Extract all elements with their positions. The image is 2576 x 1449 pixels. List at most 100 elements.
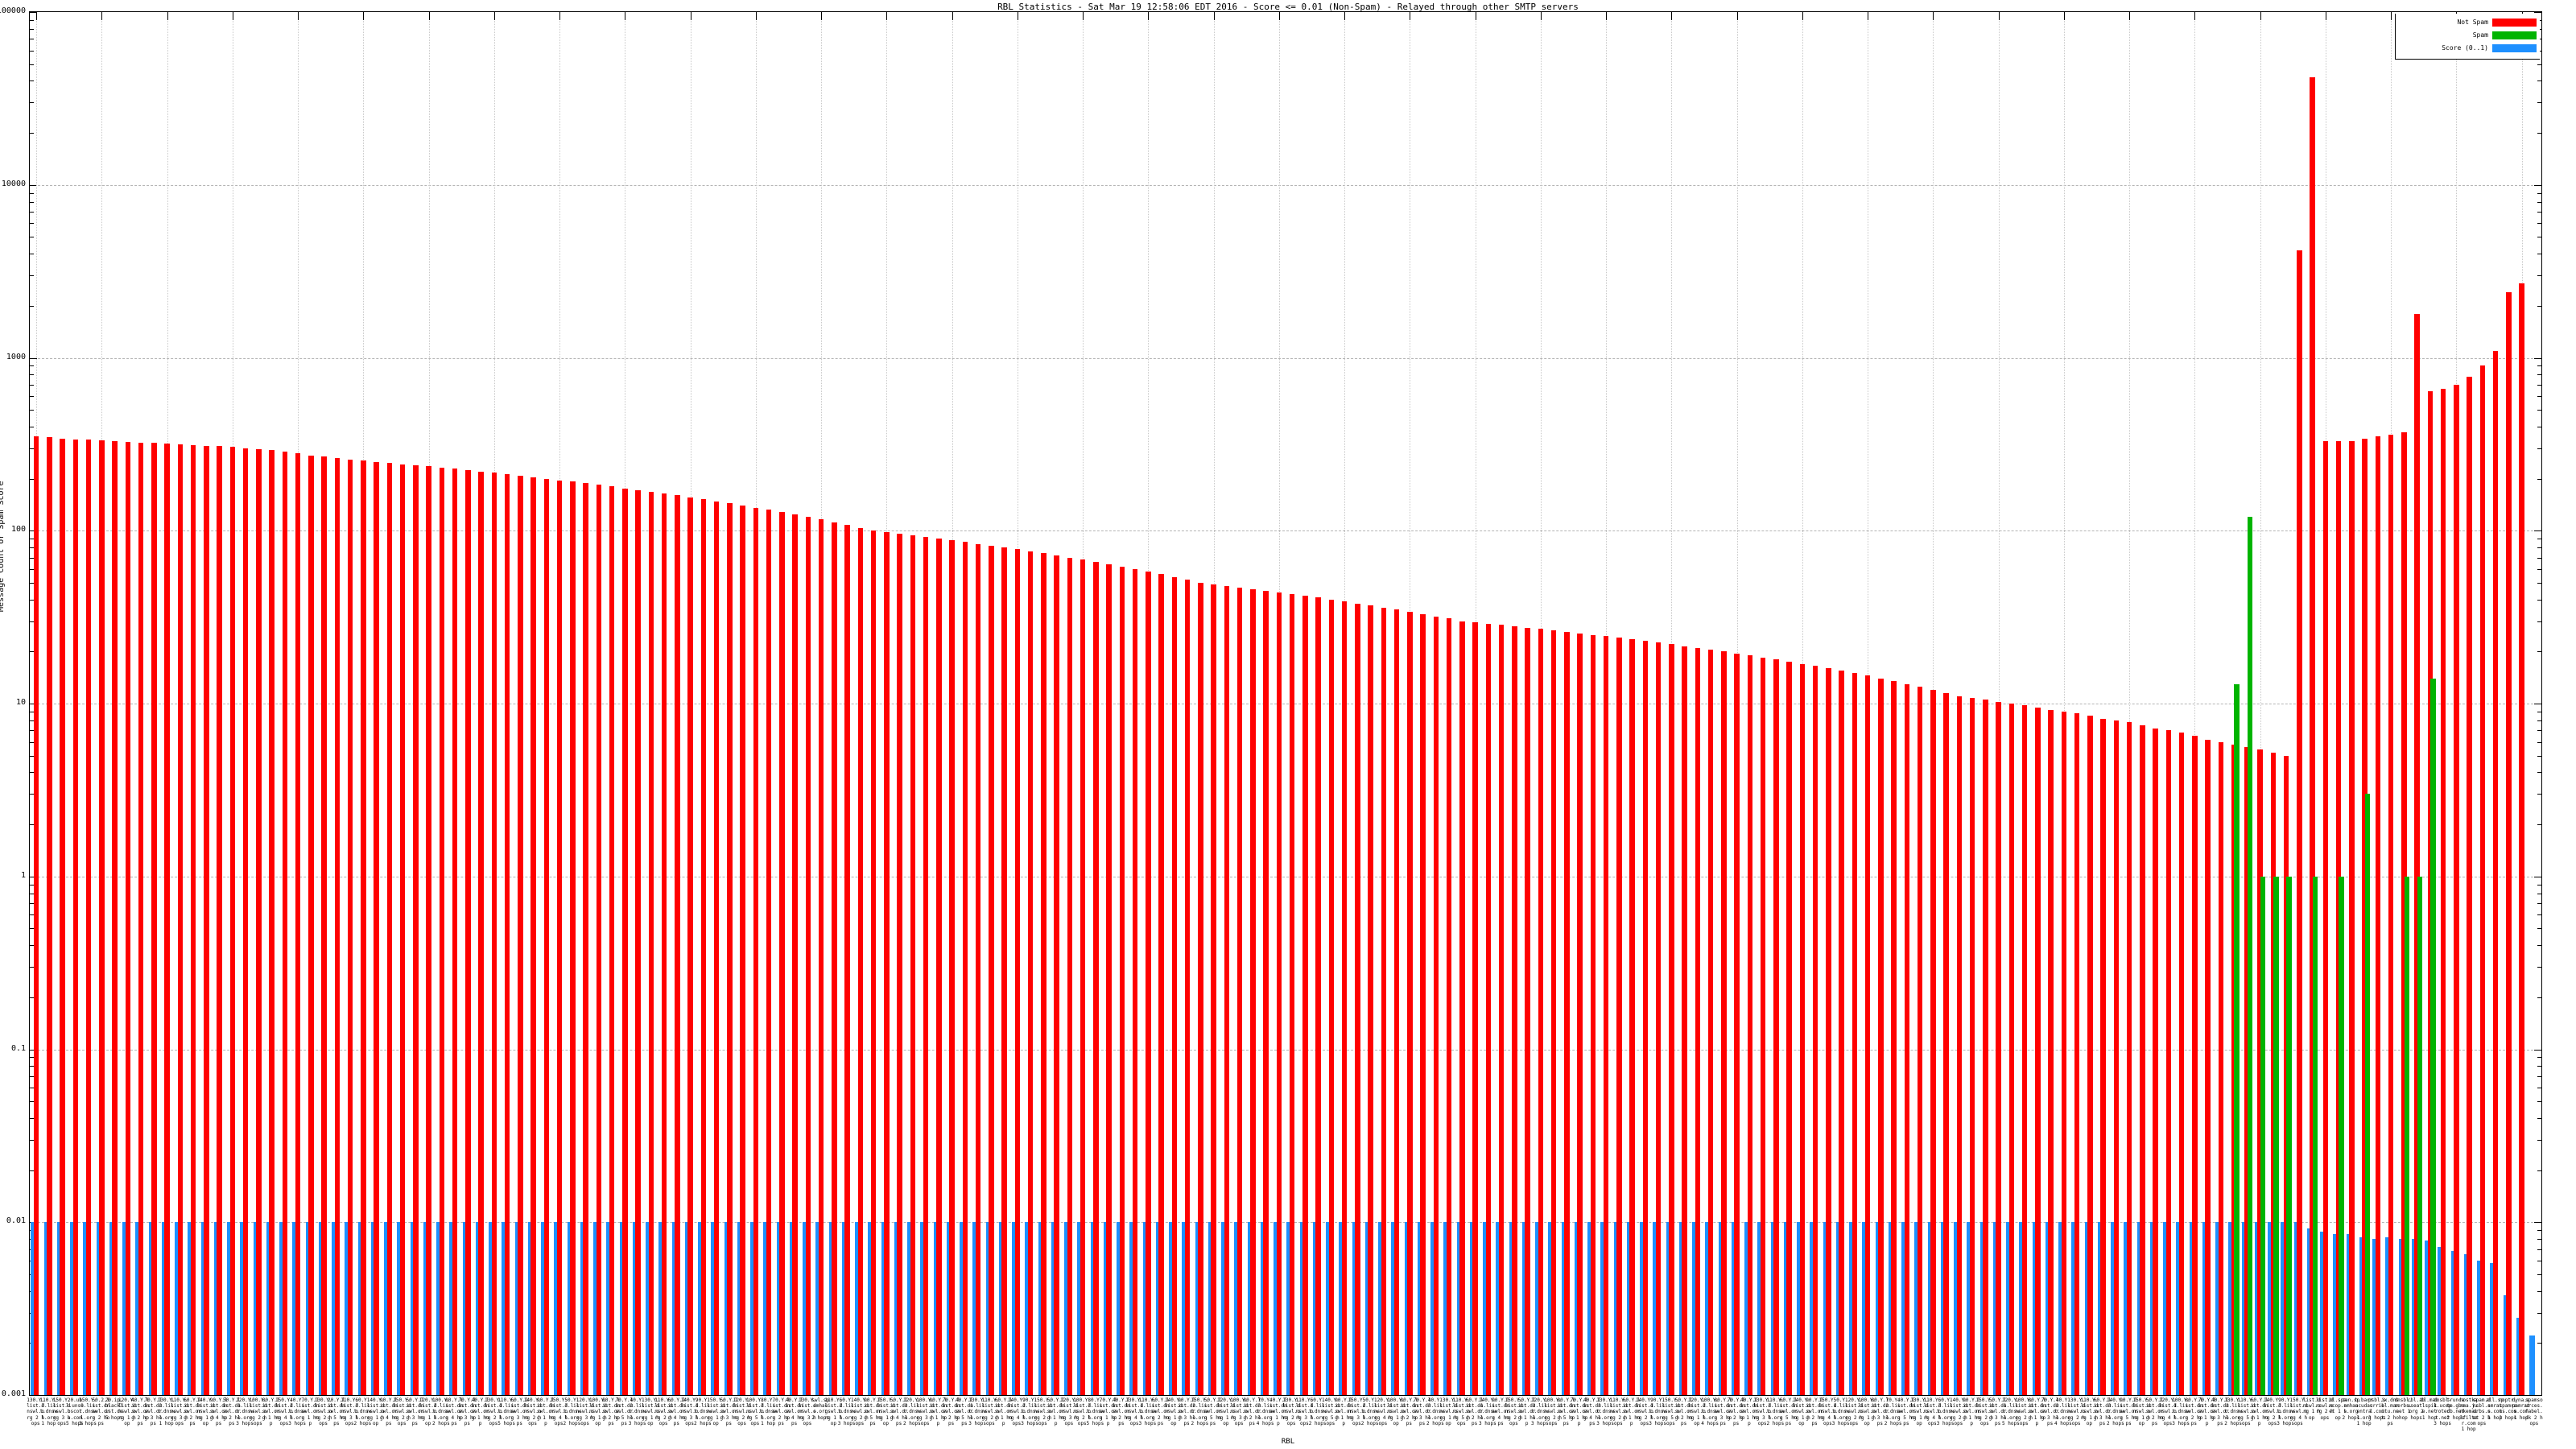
bar-not-spam	[2362, 439, 2368, 1395]
bar-score	[357, 1222, 364, 1395]
gridline-vertical	[2194, 12, 2196, 1395]
y-axis-minor-tick	[2537, 599, 2541, 601]
bar-not-spam	[1485, 623, 1492, 1395]
bar-score	[2071, 1222, 2077, 1395]
x-axis-tick-label: 110.Y.list.dnswl.org 3 hops	[171, 1397, 188, 1426]
y-axis-minor-tick	[2537, 223, 2541, 225]
y-axis-tick	[30, 184, 37, 186]
x-axis-tick-label: dnsbl.sorbs.net 1 hop	[2394, 1397, 2413, 1421]
bar-not-spam	[2519, 283, 2524, 1395]
x-axis-tick-label: 120.Y.list.dnswl.org 4 hops	[2159, 1397, 2177, 1426]
bar-score	[2202, 1222, 2208, 1395]
x-axis-tick	[1344, 12, 1346, 20]
bar-score	[2477, 1260, 2483, 1395]
bar-score	[2019, 1222, 2025, 1395]
x-axis-tick-label: 90.Y.list.dnswl.org 4 hops	[380, 1397, 398, 1426]
x-axis-tick-label: 80.Y.list.dnswl.org 1 hop	[262, 1397, 280, 1426]
bar-spam	[2430, 678, 2436, 1395]
y-axis-minor-tick	[30, 275, 34, 277]
bar-score	[2411, 1239, 2417, 1395]
x-axis-tick-label: 50.Y.3.list.dnswl.org 2 hops	[563, 1397, 581, 1426]
x-axis-tick-label: 130.Y.list.dnswl.org 2 hops	[2067, 1397, 2085, 1426]
x-axis-tick-label: 110.Y.list.dnswl.org 2 hops	[654, 1397, 672, 1426]
bar-score	[2490, 1263, 2496, 1395]
x-axis-tick-label: 90.Y.1.list.dnswl.org 2 hops	[694, 1397, 712, 1426]
x-axis-tick-label: 80.Y.list.dnswl.org 4 hops	[445, 1397, 463, 1426]
bars-layer	[30, 12, 2541, 1395]
bar-score	[1182, 1222, 1187, 1395]
y-axis-minor-tick	[30, 824, 34, 826]
y-axis-minor-tick	[30, 651, 34, 653]
bar-not-spam	[2270, 753, 2277, 1395]
bar-not-spam	[256, 449, 262, 1395]
x-axis-tick-label: 50.Y.list.dnswl.org 1 hop	[1046, 1397, 1065, 1426]
y-axis-title: Message Count or Spam Score	[0, 481, 6, 612]
bar-not-spam	[1760, 657, 1766, 1395]
bar-spam	[2247, 517, 2253, 1395]
bar-not-spam	[1891, 681, 1897, 1395]
y-axis-minor-tick	[2537, 192, 2541, 194]
bar-score	[1548, 1222, 1554, 1395]
x-axis-tick-label: 100.Y.list.dnswl.org 1 hop	[1387, 1397, 1405, 1426]
bar-score	[2359, 1236, 2365, 1395]
x-axis-tick-label: 60.Y.list.dnswl.org 1 hop	[2250, 1397, 2268, 1426]
bar-not-spam	[1119, 566, 1125, 1395]
bar-score	[1326, 1222, 1331, 1395]
bar-score	[1155, 1222, 1162, 1395]
bar-score	[1797, 1222, 1802, 1395]
bar-score	[881, 1222, 887, 1395]
bar-not-spam	[1669, 644, 1674, 1395]
bar-score	[43, 1222, 50, 1395]
bar-not-spam	[1956, 696, 1963, 1395]
bar-score	[2438, 1246, 2443, 1395]
x-axis-tick-label: 100.Y.1.list.dnswl.org 3 hops	[2172, 1397, 2190, 1426]
bar-not-spam	[2074, 712, 2080, 1395]
bar-not-spam	[1917, 687, 1923, 1395]
bar-score	[213, 1222, 220, 1395]
y-axis-minor-tick	[30, 396, 34, 398]
x-axis-tick-label: 50.Y.list.dnswl.org 2 hops	[223, 1397, 241, 1426]
y-axis-minor-tick	[30, 772, 34, 774]
bar-score	[1496, 1222, 1501, 1395]
x-axis-tick-label: 60.Y.list.dnswl.org 5 hops	[1779, 1397, 1798, 1426]
bar-score	[2450, 1251, 2457, 1395]
x-axis-tick-label: 150.Y.list.dnswl.org 1 hop	[2132, 1397, 2151, 1426]
bar-not-spam	[60, 439, 65, 1395]
bar-not-spam	[1773, 659, 1779, 1395]
y-axis-minor-tick	[2537, 1274, 2541, 1275]
bar-not-spam	[2414, 313, 2420, 1395]
y-axis-tick	[2534, 357, 2541, 359]
bar-score	[1247, 1222, 1253, 1395]
bar-score	[1142, 1222, 1149, 1395]
bar-not-spam	[1171, 576, 1178, 1395]
x-axis-tick-label: 60.Y.list.dnswl.org 4 hops	[667, 1397, 686, 1426]
bar-not-spam	[2153, 728, 2158, 1395]
y-axis-minor-tick	[2537, 133, 2541, 134]
bar-score	[1417, 1222, 1423, 1395]
y-axis-minor-tick	[30, 967, 34, 968]
x-axis-tick-label: 110.Y.list.dnswl.org 3 hops	[1295, 1397, 1314, 1426]
bar-not-spam	[2375, 436, 2381, 1395]
x-axis-tick-label: 60.Y.3.list.dnswl.org 2 hops	[353, 1397, 372, 1426]
bar-score	[619, 1222, 625, 1395]
bar-not-spam	[1839, 671, 1844, 1395]
bar-score	[1535, 1222, 1541, 1395]
y-axis-minor-tick	[2537, 1117, 2541, 1119]
x-axis-tick-label: 110.Y.list.dnswl.org 4 hops	[1923, 1397, 1942, 1426]
bar-score	[606, 1222, 612, 1395]
bar-score	[2281, 1222, 2286, 1395]
bar-not-spam	[1616, 638, 1622, 1395]
x-axis-tick-label: 60.Y.list.dnswl.org 1 hop	[1622, 1397, 1641, 1426]
bar-score	[1770, 1222, 1777, 1395]
bar-score	[1274, 1222, 1279, 1395]
x-axis-tick	[886, 12, 888, 20]
bar-not-spam	[374, 461, 379, 1395]
bar-score	[1025, 1222, 1030, 1395]
x-axis-tick	[755, 12, 757, 20]
y-axis-minor-tick	[30, 1066, 34, 1067]
bar-not-spam	[504, 474, 510, 1395]
bar-spam	[2273, 876, 2279, 1395]
bar-spam	[2286, 876, 2292, 1395]
bar-not-spam	[1093, 562, 1099, 1395]
legend-swatch	[2492, 18, 2537, 27]
